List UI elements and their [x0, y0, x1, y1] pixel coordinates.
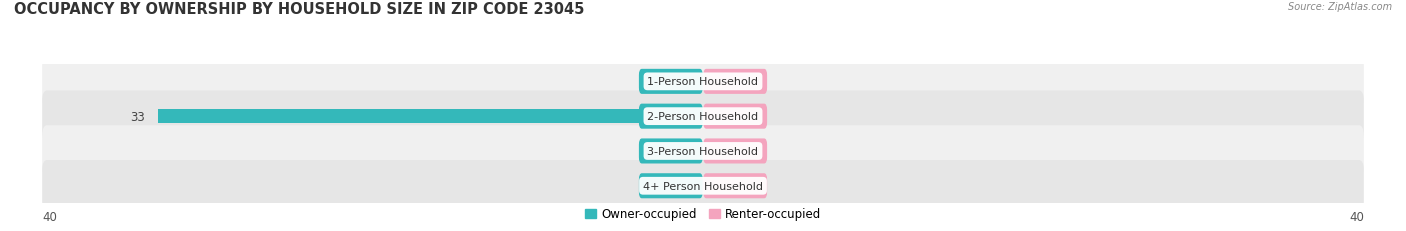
FancyBboxPatch shape: [42, 56, 1364, 108]
Text: 0: 0: [723, 110, 730, 123]
Legend: Owner-occupied, Renter-occupied: Owner-occupied, Renter-occupied: [579, 203, 827, 225]
Text: 40: 40: [1348, 210, 1364, 223]
FancyBboxPatch shape: [42, 126, 1364, 177]
Text: 1-Person Household: 1-Person Household: [648, 77, 758, 87]
Text: 0: 0: [676, 179, 683, 192]
FancyBboxPatch shape: [703, 139, 768, 164]
Text: Source: ZipAtlas.com: Source: ZipAtlas.com: [1288, 2, 1392, 12]
FancyBboxPatch shape: [42, 160, 1364, 212]
Text: 0: 0: [723, 76, 730, 88]
FancyBboxPatch shape: [703, 104, 768, 129]
Text: 3-Person Household: 3-Person Household: [648, 146, 758, 156]
FancyBboxPatch shape: [42, 91, 1364, 142]
FancyBboxPatch shape: [638, 104, 703, 129]
FancyBboxPatch shape: [638, 173, 703, 198]
FancyBboxPatch shape: [703, 70, 768, 94]
Text: 2-Person Household: 2-Person Household: [647, 112, 759, 122]
Text: 0: 0: [676, 145, 683, 158]
Text: 0: 0: [676, 76, 683, 88]
Text: 40: 40: [42, 210, 58, 223]
FancyBboxPatch shape: [638, 70, 703, 94]
Bar: [157, 110, 703, 124]
Text: 4+ Person Household: 4+ Person Household: [643, 181, 763, 191]
FancyBboxPatch shape: [703, 173, 768, 198]
FancyBboxPatch shape: [638, 139, 703, 164]
Text: OCCUPANCY BY OWNERSHIP BY HOUSEHOLD SIZE IN ZIP CODE 23045: OCCUPANCY BY OWNERSHIP BY HOUSEHOLD SIZE…: [14, 2, 585, 17]
Text: 0: 0: [723, 179, 730, 192]
Text: 33: 33: [129, 110, 145, 123]
Text: 0: 0: [723, 145, 730, 158]
